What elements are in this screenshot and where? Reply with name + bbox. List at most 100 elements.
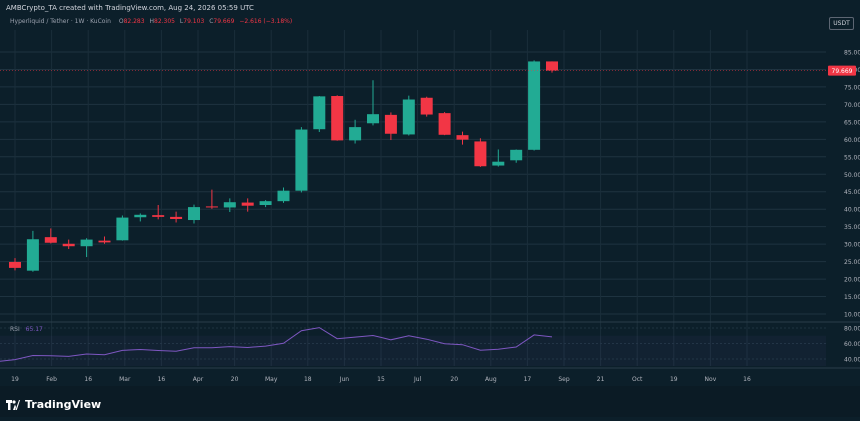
candle [546, 61, 558, 73]
time-tick-label: 18 [304, 376, 312, 383]
rsi-tick-label: 60.00 [844, 341, 860, 348]
price-axis: 85.00080.00075.00070.00065.00060.00055.0… [844, 50, 860, 319]
candle [456, 131, 469, 145]
price-tick-label: 60.000 [844, 137, 860, 144]
price-tick-label: 10.000 [844, 312, 860, 319]
time-tick-label: Sep [558, 376, 570, 383]
candle [80, 238, 93, 258]
rsi-line [0, 327, 553, 362]
time-tick-label: Aug [485, 376, 497, 383]
candle [277, 187, 290, 203]
candle-body [26, 239, 39, 271]
candle-body [313, 96, 326, 130]
candle [331, 95, 344, 141]
chart-caption: AMBCrypto_TA created with TradingView.co… [6, 4, 254, 12]
price-tick-label: 40.000 [844, 207, 860, 214]
candle-body [295, 129, 308, 191]
candle [170, 211, 183, 223]
time-tick-label: 19 [670, 376, 678, 383]
candle [26, 230, 39, 272]
candle-body [546, 61, 558, 71]
candle [205, 189, 218, 209]
candle [259, 200, 272, 208]
time-tick-label: Oct [632, 376, 643, 383]
candle-body [241, 202, 254, 206]
rsi-band [0, 335, 826, 366]
high-label: H [149, 18, 154, 25]
price-tick-label: 25.000 [844, 259, 860, 266]
price-tick-label: 50.000 [844, 172, 860, 179]
time-tick-label: Feb [46, 376, 57, 383]
price-tick-label: 20.000 [844, 277, 860, 284]
candle-body [349, 127, 362, 141]
candle [420, 96, 433, 117]
candle [116, 215, 129, 241]
time-tick-label: May [265, 376, 278, 383]
open-label: O [118, 18, 124, 25]
candle-body [62, 243, 75, 247]
price-tick-label: 15.000 [844, 294, 860, 301]
candle-body [492, 161, 505, 166]
candle [188, 204, 200, 224]
price-tick-label: 45.000 [844, 189, 860, 196]
candle [367, 80, 379, 126]
rsi-label: RSI [10, 326, 20, 333]
candle [510, 149, 523, 163]
tradingview-logo-text: TradingView [25, 398, 102, 411]
high-value: 82.305 [154, 18, 175, 25]
candle-body [402, 99, 415, 135]
time-tick-label: 15 [377, 376, 385, 383]
candle [241, 198, 254, 212]
candle [438, 112, 451, 136]
time-tick-label: 20 [450, 376, 458, 383]
candle-body [367, 114, 379, 124]
time-axis: 19 Feb 16 Mar 16 Apr 20 May 18 Jun 15 Jul 20 Aug 17 Sep… [11, 376, 751, 383]
candle [44, 228, 57, 244]
price-tick-label: 85.000 [844, 50, 860, 57]
candle [492, 149, 505, 167]
last-price-label: 79.669 [832, 68, 853, 75]
candle [9, 258, 21, 271]
low-value: 79.103 [183, 18, 205, 25]
close-label: C [209, 18, 214, 25]
price-tick-label: 70.000 [844, 102, 860, 109]
time-tick-label: 17 [524, 376, 532, 383]
candle [223, 198, 236, 212]
price-tick-label: 75.000 [844, 84, 860, 91]
candle-body [9, 261, 21, 268]
low-label: L [179, 18, 184, 25]
time-tick-label: 16 [743, 376, 751, 383]
candle [313, 96, 326, 132]
rsi-tick-label: 40.00 [844, 357, 860, 364]
candle-body [80, 239, 93, 247]
tradingview-logo[interactable]: TradingView [6, 398, 101, 412]
symbol-legend[interactable]: Hyperliquid / Tether · 1W · KuCoin O82.2… [10, 18, 292, 25]
candle-body [205, 206, 218, 208]
price-tick-label: 55.000 [844, 154, 860, 161]
candle-body [510, 149, 523, 161]
candle-body [223, 202, 236, 208]
change-value: −2.616 (−3.18%) [239, 18, 293, 25]
candle [295, 127, 308, 193]
candle-body [474, 141, 487, 167]
symbol-name: Hyperliquid / Tether · 1W · KuCoin [10, 18, 111, 25]
candle [134, 213, 147, 222]
close-value: 79.669 [213, 18, 235, 25]
candle-body [98, 240, 111, 243]
tradingview-logo-icon [6, 400, 20, 410]
time-tick-label: 20 [231, 376, 239, 383]
time-tick-label: 19 [11, 376, 19, 383]
candle [349, 119, 362, 144]
price-tick-label: 30.000 [844, 242, 860, 249]
rsi-pane: 80.00 60.00 40.00 [0, 326, 860, 366]
candle-body [170, 216, 183, 219]
candle-body [134, 214, 147, 218]
candle [474, 138, 487, 167]
rsi-legend[interactable]: RSI 65.17 [10, 326, 43, 333]
candles-layer [9, 60, 558, 272]
footer-bar [0, 386, 860, 417]
time-tick-label: Mar [119, 376, 131, 383]
currency-button[interactable]: USDT [829, 17, 854, 30]
